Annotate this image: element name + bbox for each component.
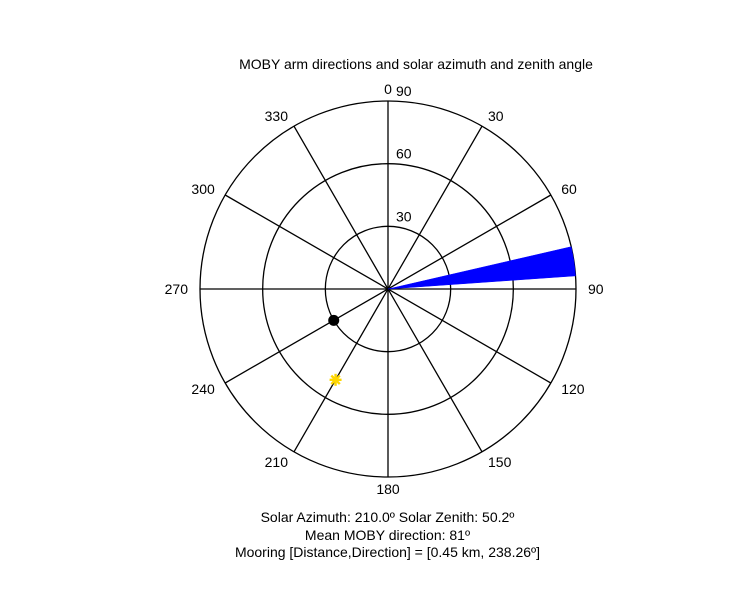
angle-tick-label: 210 bbox=[265, 454, 289, 470]
solar-angles-caption: Solar Azimuth: 210.0º Solar Zenith: 50.2… bbox=[260, 509, 515, 525]
angle-tick-label: 240 bbox=[191, 381, 215, 397]
angle-tick-label: 30 bbox=[488, 108, 504, 124]
angle-tick-label: 60 bbox=[561, 181, 577, 197]
angle-tick-label: 120 bbox=[561, 381, 585, 397]
angle-tick-label: 270 bbox=[165, 281, 189, 297]
mooring-marker bbox=[328, 314, 340, 326]
radial-tick-label: 90 bbox=[396, 83, 412, 99]
angle-tick-label: 150 bbox=[488, 454, 512, 470]
angle-tick-label: 300 bbox=[191, 181, 215, 197]
data-marks bbox=[328, 246, 576, 386]
radial-tick-label: 60 bbox=[396, 146, 412, 162]
radial-tick-label: 30 bbox=[396, 208, 412, 224]
angle-tick-label: 0 bbox=[384, 81, 392, 97]
moby-arm-wedge bbox=[387, 246, 576, 290]
angle-tick-label: 90 bbox=[588, 281, 604, 297]
angle-tick-label: 330 bbox=[265, 108, 289, 124]
tick-labels: 0 30 60 90 120 150 180 210 240 270 300 330 30 60 90 bbox=[165, 81, 604, 497]
sun-position-marker bbox=[329, 373, 342, 386]
moby-direction-caption: Mean MOBY direction: 81º bbox=[304, 527, 471, 543]
mooring-caption: Mooring [Distance,Direction] = [0.45 km,… bbox=[234, 544, 541, 560]
chart-title: MOBY arm directions and solar azimuth an… bbox=[239, 56, 593, 72]
angle-tick-label: 180 bbox=[376, 481, 400, 497]
